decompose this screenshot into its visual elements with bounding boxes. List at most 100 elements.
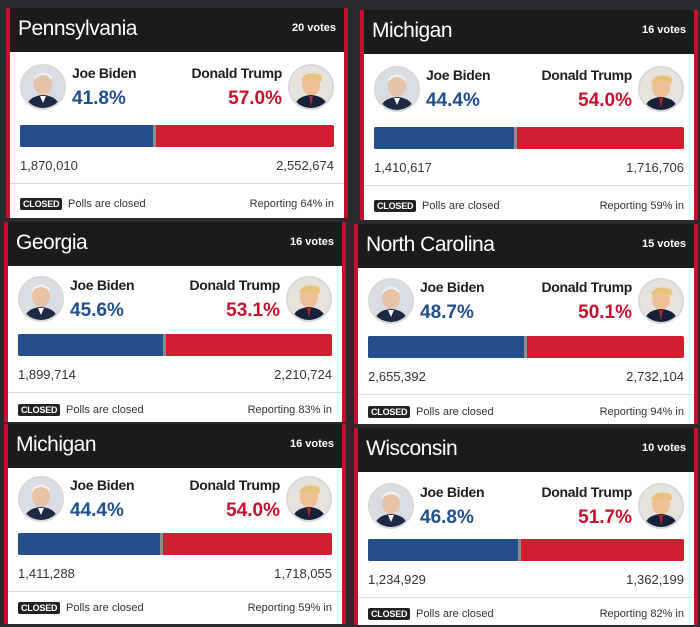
trump-percent: 57.0% [228,88,282,109]
biden-percent: 41.8% [72,88,126,109]
biden-vote-count: 1,410,617 [374,160,432,175]
biden-name: Joe Biden [420,279,485,295]
vote-share-bar [368,336,684,358]
polls-status: Polls are closed [66,602,144,614]
closed-badge: CLOSED [368,608,411,620]
polls-status: Polls are closed [66,404,144,416]
biden-name: Joe Biden [72,65,137,81]
trump-vote-count: 1,716,706 [626,160,684,175]
biden-name: Joe Biden [420,484,485,500]
trump-percent: 54.0% [578,90,632,111]
trump-avatar [638,66,684,112]
vote-share-bar [18,533,332,555]
biden-bar-segment [374,127,517,149]
reporting-status: Reporting 82% in [599,608,684,620]
biden-avatar [18,476,64,522]
divider [8,591,342,592]
card-header: Michigan 16 votes [8,424,342,468]
polls-status: Polls are closed [422,200,500,212]
biden-percent: 46.8% [420,507,474,528]
trump-percent: 54.0% [226,500,280,521]
state-name: Michigan [372,19,453,42]
closed-badge: CLOSED [368,406,411,418]
trump-avatar [286,476,332,522]
biden-name: Joe Biden [426,67,491,83]
state-card-georgia[interactable]: Georgia 16 votes Joe Biden 45.6% Donald … [4,222,346,422]
biden-percent: 45.6% [70,300,124,321]
biden-bar-segment [18,334,167,356]
biden-bar-segment [368,336,527,358]
trump-vote-count: 1,718,055 [274,566,332,581]
state-card-michigan-2[interactable]: Michigan 16 votes Joe Biden 44.4% Donald… [4,424,346,624]
reporting-status: Reporting 59% in [599,200,684,212]
polls-status: Polls are closed [68,198,146,210]
trump-vote-count: 2,552,674 [276,158,334,173]
reporting-status: Reporting 59% in [247,602,332,614]
electoral-votes: 16 votes [641,24,686,36]
biden-name: Joe Biden [70,477,135,493]
biden-vote-count: 1,234,929 [368,572,426,587]
biden-avatar [374,66,420,112]
trump-percent: 51.7% [578,507,632,528]
trump-percent: 50.1% [578,302,632,323]
trump-avatar [288,64,334,110]
state-card-michigan[interactable]: Michigan 16 votes Joe Biden 44.4% Donald… [360,10,698,220]
vote-share-bar [368,539,684,561]
electoral-votes: 10 votes [641,442,686,454]
trump-name: Donald Trump [189,277,280,293]
electoral-votes: 15 votes [641,238,686,250]
closed-badge: CLOSED [20,198,63,210]
biden-avatar [368,483,414,529]
divider [358,394,694,395]
card-header: Pennsylvania 20 votes [10,8,344,52]
trump-name: Donald Trump [541,484,632,500]
trump-name: Donald Trump [191,65,282,81]
biden-name: Joe Biden [70,277,135,293]
biden-percent: 48.7% [420,302,474,323]
trump-vote-count: 1,362,199 [626,572,684,587]
divider [8,392,342,393]
state-name: Michigan [16,433,97,456]
trump-name: Donald Trump [189,477,280,493]
vote-share-bar [374,127,684,149]
vote-share-bar [20,125,334,147]
trump-percent: 53.1% [226,300,280,321]
biden-avatar [18,276,64,322]
divider [358,597,694,598]
card-header: Georgia 16 votes [8,222,342,266]
card-header: Michigan 16 votes [364,10,694,54]
trump-avatar [638,278,684,324]
biden-percent: 44.4% [426,90,480,111]
closed-badge: CLOSED [18,602,61,614]
biden-avatar [368,278,414,324]
electoral-votes: 20 votes [291,22,336,34]
biden-vote-count: 2,655,392 [368,369,426,384]
state-name: Wisconsin [366,437,458,460]
reporting-status: Reporting 94% in [599,406,684,418]
biden-percent: 44.4% [70,500,124,521]
biden-vote-count: 1,411,288 [18,566,75,581]
state-card-north-carolina[interactable]: North Carolina 15 votes Joe Biden 48.7% … [354,224,698,424]
state-card-pennsylvania[interactable]: Pennsylvania 20 votes Joe Biden 41.8% Do… [6,8,348,218]
card-header: North Carolina 15 votes [358,224,694,268]
biden-bar-segment [20,125,156,147]
divider [10,183,344,184]
state-name: Georgia [16,231,88,254]
reporting-status: Reporting 64% in [249,198,334,210]
biden-avatar [20,64,66,110]
trump-name: Donald Trump [541,279,632,295]
electoral-votes: 16 votes [289,438,334,450]
state-card-wisconsin[interactable]: Wisconsin 10 votes Joe Biden 46.8% Donal… [354,428,698,625]
polls-status: Polls are closed [416,406,494,418]
trump-name: Donald Trump [541,67,632,83]
state-name: Pennsylvania [18,17,137,40]
reporting-status: Reporting 83% in [247,404,332,416]
divider [364,185,694,186]
vote-share-bar [18,334,332,356]
trump-vote-count: 2,210,724 [274,367,332,382]
biden-vote-count: 1,870,010 [20,158,78,173]
trump-avatar [638,483,684,529]
electoral-votes: 16 votes [289,236,334,248]
closed-badge: CLOSED [18,404,61,416]
trump-vote-count: 2,732,104 [626,369,684,384]
